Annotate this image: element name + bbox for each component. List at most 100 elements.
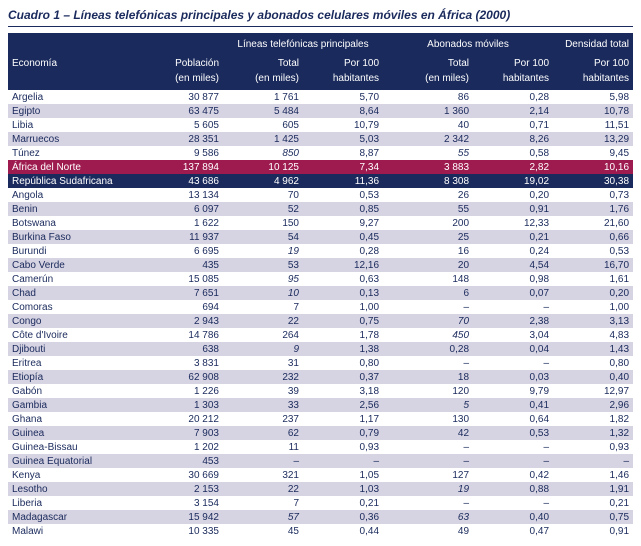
- cell: 19: [223, 244, 303, 258]
- cell: 12,33: [473, 216, 553, 230]
- data-table: Líneas telefónicas principales Abonados …: [8, 33, 633, 538]
- col-group-densidad: Densidad total: [553, 33, 633, 52]
- cell: 3 883: [383, 160, 473, 174]
- cell: 45: [223, 524, 303, 538]
- cell: 62: [223, 426, 303, 440]
- cell: 5 484: [223, 104, 303, 118]
- cell: 10,16: [553, 160, 633, 174]
- cell: 3 831: [143, 356, 223, 370]
- cell: 4 962: [223, 174, 303, 188]
- cell: 86: [383, 90, 473, 104]
- cell: 0,66: [553, 230, 633, 244]
- cell: 638: [143, 342, 223, 356]
- cell: 9 586: [143, 146, 223, 160]
- table-row: Guinea-Bissau1 202110,93––0,93: [8, 440, 633, 454]
- cell: África del Norte: [8, 160, 143, 174]
- cell: Madagascar: [8, 510, 143, 524]
- cell: 0,91: [553, 524, 633, 538]
- cell: 0,45: [303, 230, 383, 244]
- col-lineas-total: Total: [223, 52, 303, 71]
- col-lineas-por100: Por 100: [303, 52, 383, 71]
- cell: 2,56: [303, 398, 383, 412]
- cell: 0,21: [473, 230, 553, 244]
- cell: Túnez: [8, 146, 143, 160]
- cell: 2 153: [143, 482, 223, 496]
- cell: 0,58: [473, 146, 553, 160]
- cell: 1,17: [303, 412, 383, 426]
- cell: 55: [383, 146, 473, 160]
- cell: 0,03: [473, 370, 553, 384]
- cell: Ghana: [8, 412, 143, 426]
- table-row: Guinea Equatorial453–––––: [8, 454, 633, 468]
- cell: 3,04: [473, 328, 553, 342]
- cell: 148: [383, 272, 473, 286]
- cell: 0,42: [473, 468, 553, 482]
- cell: 1,91: [553, 482, 633, 496]
- table-row: Gabón1 226393,181209,7912,97: [8, 384, 633, 398]
- col-poblacion: Población: [143, 52, 223, 71]
- table-row: África del Norte137 89410 1257,343 8832,…: [8, 160, 633, 174]
- cell: 1,00: [553, 300, 633, 314]
- table-row: Etiopía62 9082320,37180,030,40: [8, 370, 633, 384]
- cell: 70: [383, 314, 473, 328]
- table-row: Benin6 097520,85550,911,76: [8, 202, 633, 216]
- cell: 0,21: [303, 496, 383, 510]
- cell: 52: [223, 202, 303, 216]
- cell: Guinea: [8, 426, 143, 440]
- cell: –: [303, 454, 383, 468]
- table-title: Cuadro 1 – Líneas telefónicas principale…: [8, 8, 633, 27]
- cell: –: [223, 454, 303, 468]
- cell: Etiopía: [8, 370, 143, 384]
- cell: 42: [383, 426, 473, 440]
- cell: 11 937: [143, 230, 223, 244]
- cell: 0,20: [553, 286, 633, 300]
- cell: 62 908: [143, 370, 223, 384]
- cell: Congo: [8, 314, 143, 328]
- cell: 7,34: [303, 160, 383, 174]
- cell: 8,26: [473, 132, 553, 146]
- cell: Côte d'Ivoire: [8, 328, 143, 342]
- cell: Angola: [8, 188, 143, 202]
- cell: 150: [223, 216, 303, 230]
- cell: 20 212: [143, 412, 223, 426]
- cell: 0,41: [473, 398, 553, 412]
- cell: 6: [383, 286, 473, 300]
- cell: 0,24: [473, 244, 553, 258]
- cell: 0,64: [473, 412, 553, 426]
- cell: 0,37: [303, 370, 383, 384]
- col-poblacion-sub: (en miles): [143, 71, 223, 90]
- cell: 63 475: [143, 104, 223, 118]
- cell: Cabo Verde: [8, 258, 143, 272]
- cell: 5 605: [143, 118, 223, 132]
- cell: 1,43: [553, 342, 633, 356]
- cell: 11,51: [553, 118, 633, 132]
- cell: 1,00: [303, 300, 383, 314]
- cell: 0,80: [303, 356, 383, 370]
- cell: 53: [223, 258, 303, 272]
- cell: 49: [383, 524, 473, 538]
- cell: 1 202: [143, 440, 223, 454]
- cell: 7 651: [143, 286, 223, 300]
- cell: 0,98: [473, 272, 553, 286]
- cell: 1 622: [143, 216, 223, 230]
- cell: 16: [383, 244, 473, 258]
- cell: 3,18: [303, 384, 383, 398]
- table-row: Liberia3 15470,21––0,21: [8, 496, 633, 510]
- cell: 8,87: [303, 146, 383, 160]
- cell: 1,46: [553, 468, 633, 482]
- table-row: Túnez9 5868508,87550,589,45: [8, 146, 633, 160]
- cell: 1 425: [223, 132, 303, 146]
- cell: 0,63: [303, 272, 383, 286]
- col-group-lineas: Líneas telefónicas principales: [223, 33, 383, 52]
- cell: 0,93: [553, 440, 633, 454]
- cell: 1 226: [143, 384, 223, 398]
- cell: 10 125: [223, 160, 303, 174]
- table-row: Côte d'Ivoire14 7862641,784503,044,83: [8, 328, 633, 342]
- col-abon-total: Total: [383, 52, 473, 71]
- cell: 3,13: [553, 314, 633, 328]
- col-group-abonados: Abonados móviles: [383, 33, 553, 52]
- cell: Malawi: [8, 524, 143, 538]
- table-row: Lesotho2 153221,03190,881,91: [8, 482, 633, 496]
- cell: 0,40: [473, 510, 553, 524]
- cell: 3 154: [143, 496, 223, 510]
